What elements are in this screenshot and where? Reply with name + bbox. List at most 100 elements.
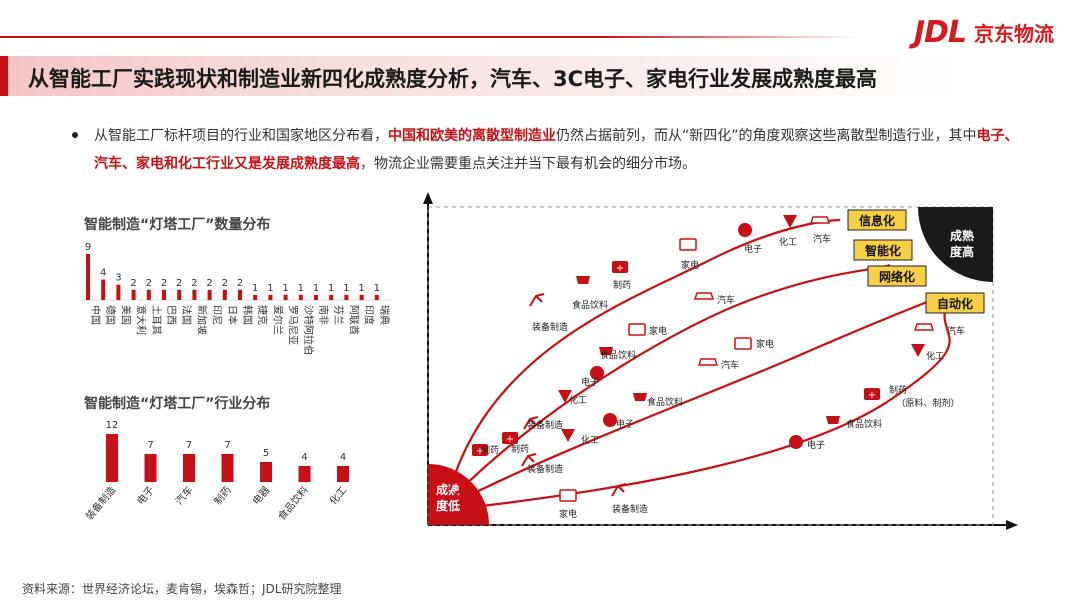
medicine-box-icon — [502, 432, 518, 444]
country-category-label: 印尼 — [211, 305, 223, 325]
industry-node-label: 家电 — [756, 338, 774, 350]
country-category-label: 法国 — [180, 305, 193, 325]
medicine-cross-glyph: + — [868, 390, 876, 401]
country-bar — [253, 294, 258, 300]
country-value-label: 1 — [252, 283, 258, 294]
chip-icon — [603, 413, 617, 427]
industry-node-label: 制药 — [511, 443, 529, 455]
corner-low-label: 度低 — [436, 498, 460, 513]
stage-tag-label: 信息化 — [859, 213, 895, 228]
industry-node-label: 食品饮料 — [572, 299, 608, 311]
country-bar-chart: 9 中国 4 德国 3 美国 2 意大利 2 土耳其 2 巴西 2 法国 2 新加坡 2 印尼 2 日本 2 韩国 1 捷克 1… — [82, 242, 392, 355]
industry-node-label: 化工 — [581, 434, 599, 446]
industry-category-label: 装备制造 — [83, 484, 119, 523]
industry-node-label: 食品饮料 — [647, 396, 683, 408]
industry-node-label: 电子 — [807, 439, 825, 451]
stage-tag-label: 智能化 — [864, 243, 901, 258]
tv-icon — [734, 337, 752, 350]
country-value-label: 1 — [374, 283, 380, 294]
industry-bar — [144, 454, 157, 482]
country-category-label: 阿联酋 — [347, 305, 360, 335]
industry-node-label: 电子 — [616, 418, 634, 430]
industry-node-label: 装备制造 — [527, 463, 563, 475]
stage-tag-label: 网络化 — [879, 269, 915, 284]
stage-tag-label: 自动化 — [937, 296, 973, 311]
corner-low-shape — [428, 464, 489, 525]
country-value-label: 2 — [176, 278, 182, 289]
industry-node-label: 化工 — [779, 236, 797, 248]
country-chart-title: 智能制造“灯塔工厂”数量分布 — [84, 217, 271, 233]
country-bar — [86, 254, 90, 300]
country-category-label: 美国 — [119, 305, 132, 325]
industry-value-label: 7 — [147, 440, 153, 451]
tv-icon — [628, 323, 646, 336]
diagram-frame — [427, 206, 994, 526]
country-category-label: 韩国 — [241, 305, 254, 325]
chip-icon — [590, 366, 604, 380]
car-icon — [913, 323, 935, 331]
title-accent-bar — [0, 56, 8, 96]
industry-node-label: 电子 — [581, 376, 599, 388]
country-bar — [116, 284, 121, 300]
industry-bar — [221, 454, 234, 482]
industry-category-label: 电子 — [134, 484, 157, 508]
country-bar — [359, 294, 364, 300]
chemical-icon — [561, 429, 575, 442]
medicine-cross-glyph: + — [476, 446, 484, 457]
industry-category-label: 汽车 — [172, 484, 195, 508]
industry-node-label: 汽车 — [947, 325, 965, 337]
country-value-label: 2 — [191, 278, 197, 289]
country-category-label: 日本 — [226, 305, 239, 325]
country-category-label: 德国 — [104, 305, 117, 325]
country-value-label: 2 — [222, 278, 228, 289]
maturity-curve — [459, 298, 933, 501]
medicine-cross-glyph: + — [506, 434, 514, 445]
industry-node-label: 食品饮料 — [846, 418, 882, 430]
industry-node-label: 汽车 — [717, 294, 735, 306]
industry-category-label: 化工 — [326, 484, 349, 508]
chemical-icon — [911, 344, 925, 357]
country-value-label: 1 — [298, 283, 304, 294]
industry-value-label: 7 — [186, 440, 192, 451]
robot-arm-icon — [523, 416, 539, 430]
country-value-label: 3 — [115, 273, 121, 284]
industry-node-label: 装备制造 — [532, 321, 568, 333]
robot-arm-icon — [529, 293, 545, 307]
food-bowl-icon — [826, 416, 840, 424]
country-category-label: 中国 — [89, 305, 102, 325]
country-category-label: 印度 — [363, 305, 376, 325]
summary-paragraph: 从智能工厂标杆项目的行业和国家地区分布看，中国和欧美的离散型制造业仍然占据前列，… — [94, 122, 1024, 178]
para-text-2: 仍然占据前列，而从“新四化”的角度观察这些离散型制造行业，其中 — [556, 128, 977, 144]
title-banner — [0, 56, 960, 96]
top-divider — [0, 36, 860, 38]
country-bar — [298, 294, 303, 300]
country-category-label: 瑞典 — [378, 305, 391, 325]
industry-node-label: 电子 — [744, 243, 762, 255]
country-value-label: 2 — [146, 278, 152, 289]
chemical-icon — [558, 390, 572, 403]
industry-value-label: 5 — [263, 448, 269, 459]
industry-bar — [337, 466, 349, 482]
food-bowl-icon — [633, 393, 647, 401]
industry-node-label: 装备制造 — [612, 503, 648, 515]
country-bar — [238, 289, 242, 300]
chip-icon — [738, 223, 752, 237]
industry-node-label: 制药 — [481, 444, 499, 456]
corner-high-label: 度高 — [950, 244, 974, 259]
country-bar — [177, 289, 182, 300]
country-bar — [207, 289, 212, 300]
x-axis-arrow — [1006, 520, 1018, 530]
country-value-label: 2 — [161, 278, 167, 289]
industry-node-label: 制药 — [889, 384, 907, 396]
robot-arm-icon — [611, 483, 627, 497]
y-axis-arrow — [423, 192, 433, 204]
industry-value-label: 4 — [340, 452, 346, 463]
country-bar — [162, 289, 166, 300]
car-icon — [693, 292, 715, 300]
country-bar — [268, 294, 273, 300]
robot-arm-icon — [521, 453, 537, 467]
country-value-label: 1 — [358, 283, 364, 294]
country-category-label: 罗马尼亚 — [287, 305, 299, 345]
corner-low-label: 成熟 — [436, 482, 460, 497]
